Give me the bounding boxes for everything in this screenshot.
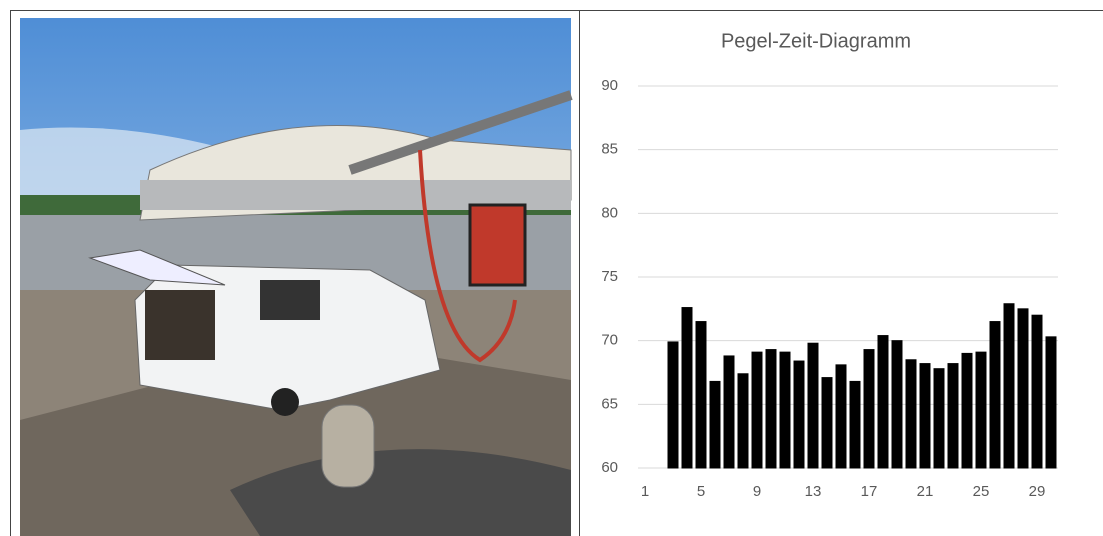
bar [934,369,944,468]
bar [948,364,958,468]
bar [696,322,706,468]
bar [752,352,762,468]
y-tick-label: 60 [601,459,618,476]
bar [1018,309,1028,468]
x-tick-label: 13 [805,483,822,500]
y-tick-label: 70 [601,332,618,349]
bar [710,381,720,468]
bar [1032,315,1042,468]
y-tick-label: 80 [601,204,618,221]
bar [1046,337,1056,468]
bar [864,350,874,468]
bar [766,350,776,468]
y-tick-label: 75 [601,268,618,285]
bar [1004,304,1014,468]
x-tick-label: 21 [917,483,934,500]
bar [682,308,692,468]
bar [724,356,734,468]
x-tick-label: 9 [753,483,761,500]
bar [920,364,930,468]
chart: Pegel-Zeit-Diagramm 60 65 70 75 80 85 90 1 5 9 13 1… [0,0,1103,536]
bar [878,336,888,468]
bar [808,343,818,468]
bar [668,342,678,468]
x-tick-label: 17 [861,483,878,500]
bar [794,361,804,468]
x-tick-label: 25 [973,483,990,500]
bar [976,352,986,468]
photo [20,18,571,536]
bar [780,352,790,468]
page: Pegel-Zeit-Diagramm 60 65 70 75 80 85 90 1 5 9 13 1… [0,0,1103,536]
bar [836,365,846,468]
chart-title: Pegel-Zeit-Diagramm [721,30,911,52]
y-tick-label: 85 [601,141,618,158]
bar [822,378,832,468]
x-tick-label: 1 [641,483,649,500]
y-tick-label: 90 [601,77,618,94]
y-tick-label: 65 [601,395,618,412]
bar [850,381,860,468]
bar [990,322,1000,468]
bar [738,374,748,468]
x-tick-label: 29 [1029,483,1046,500]
bar [892,341,902,468]
bar [962,353,972,468]
bar [906,360,916,468]
x-tick-label: 5 [697,483,705,500]
